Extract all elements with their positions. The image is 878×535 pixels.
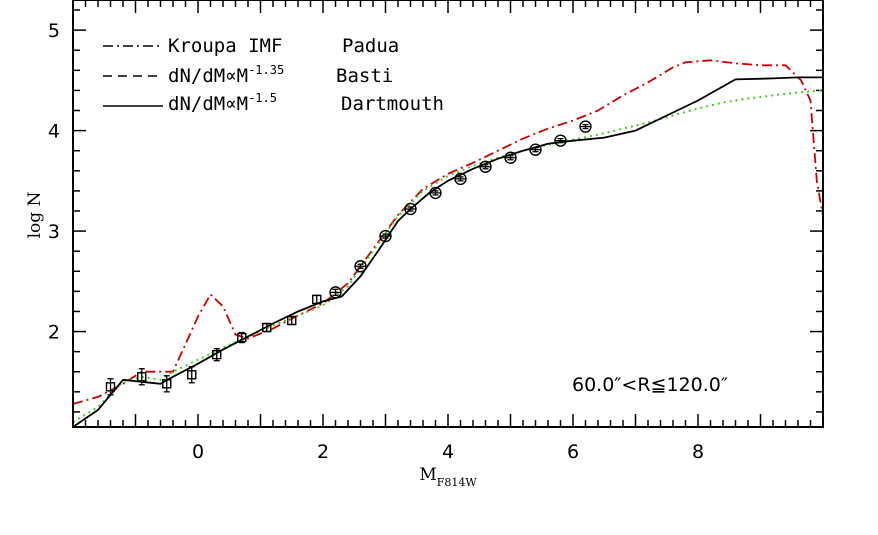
legend-label-basti: dN/dM∝M-1.35	[168, 63, 284, 87]
data-point-square	[162, 379, 172, 389]
data-point-square	[187, 370, 197, 380]
data-point-square	[137, 372, 147, 382]
legend: Kroupa IMF Padua dN/dM∝M-1.35 Basti dN/d…	[103, 35, 444, 115]
y-tick-label: 2	[48, 322, 60, 344]
data-point-square	[287, 315, 297, 326]
x-axis-label-sub: F814W	[437, 476, 478, 489]
tick-marks	[72, 0, 824, 427]
x-tick-label: 0	[192, 441, 204, 463]
legend-model-basti: Basti	[336, 65, 393, 87]
tick-labels: 0 2 4 6 8 2 3 4 5	[48, 20, 704, 463]
x-axis-label: MF814W	[419, 465, 477, 489]
legend-entry-dartmouth: dN/dM∝M-1.5 Dartmouth	[103, 91, 444, 115]
plot-frame	[72, 0, 824, 428]
legend-entry-padua: Kroupa IMF Padua	[103, 35, 399, 57]
x-tick-label: 6	[567, 441, 579, 463]
data-point-square	[237, 332, 247, 343]
series-line-basti	[72, 89, 824, 423]
series-line-padua	[72, 59, 824, 405]
legend-label-basti-exp: -1.35	[248, 63, 284, 77]
x-tick-label: 4	[442, 441, 454, 463]
legend-entry-basti: dN/dM∝M-1.35 Basti	[103, 63, 393, 87]
data-points	[105, 120, 592, 396]
radius-annotation: 60.0″<R≦120.0″	[572, 374, 728, 396]
series-layer	[72, 59, 824, 428]
y-axis-label: log N	[25, 191, 45, 238]
data-point-square	[312, 294, 322, 305]
x-tick-label: 8	[692, 441, 704, 463]
legend-model-padua: Padua	[342, 35, 399, 57]
legend-label-dartmouth: dN/dM∝M-1.5	[168, 91, 277, 115]
y-tick-label: 3	[48, 221, 60, 243]
legend-label-dartmouth-exp: -1.5	[248, 91, 277, 105]
data-point-square	[105, 382, 116, 392]
legend-label-padua: Kroupa IMF	[168, 35, 282, 57]
series-line-dartmouth	[72, 76, 823, 428]
y-tick-label: 4	[48, 121, 60, 143]
data-point-square	[262, 322, 272, 333]
y-tick-label: 5	[48, 20, 60, 42]
legend-label-dartmouth-main: dN/dM∝M	[168, 93, 248, 115]
x-tick-label: 2	[317, 441, 329, 463]
data-point-square	[212, 349, 222, 360]
x-axis-label-main: M	[419, 465, 436, 485]
legend-model-dartmouth: Dartmouth	[341, 93, 444, 115]
legend-label-basti-main: dN/dM∝M	[168, 65, 248, 87]
